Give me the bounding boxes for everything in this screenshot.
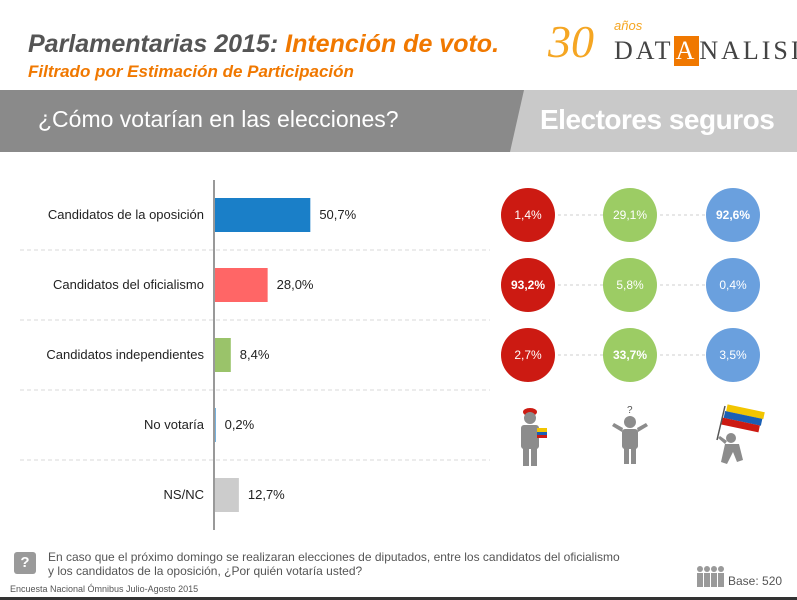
bar-value-label: 12,7%	[248, 487, 285, 502]
bar-value-label: 8,4%	[240, 347, 270, 362]
segment-circle	[603, 328, 657, 382]
segment-value-label: 93,2%	[511, 278, 545, 292]
banner-segment-title: Electores seguros	[540, 104, 775, 135]
bar	[215, 478, 239, 512]
bar-value-label: 50,7%	[319, 207, 356, 222]
bar-value-label: 28,0%	[277, 277, 314, 292]
segment-circle	[501, 328, 555, 382]
bar	[215, 268, 268, 302]
survey-question: En caso que el próximo domingo se realiz…	[48, 550, 620, 578]
datanalisis-logo: 30 años DATANALISIS	[548, 14, 797, 70]
electores-seguros-grid: 1,4% 29,1% 92,6% 93,2% 5,8% 0,4% 2,7% 33,7% 3,5%	[501, 188, 760, 382]
banner-question: ¿Cómo votarían en las elecciones?	[38, 106, 399, 132]
segment-circle	[706, 328, 760, 382]
vote-intention-chart: Candidatos de la oposición 50,7% Candidato…	[20, 180, 765, 530]
segment-circle	[501, 188, 555, 242]
question-mark-icon: ?	[14, 552, 36, 574]
survey-source: Encuesta Nacional Ómnibus Julio-Agosto 2…	[10, 584, 199, 594]
bar	[215, 338, 231, 372]
segment-value-label: 1,4%	[514, 208, 542, 222]
bar-value-label: 0,2%	[225, 417, 255, 432]
segment-value-label: 33,7%	[613, 348, 647, 362]
sample-base: Base: 520	[728, 574, 783, 588]
segment-value-label: 29,1%	[613, 208, 647, 222]
people-group-icon	[697, 566, 724, 587]
category-label: Candidatos del oficialismo	[53, 277, 204, 292]
logo-number: 30	[548, 16, 594, 67]
segment-icons: ?	[521, 404, 765, 466]
segment-value-label: 2,7%	[514, 348, 542, 362]
logo-wordmark: DATANALISIS	[614, 36, 797, 66]
banner-light-band	[510, 90, 797, 152]
segment-circle	[501, 258, 555, 312]
flag-bearer-icon	[716, 404, 765, 464]
segment-value-label: 0,4%	[719, 278, 747, 292]
svg-text:?: ?	[627, 405, 633, 416]
logo-years: años	[614, 18, 643, 33]
segment-circle	[603, 258, 657, 312]
segment-circle	[706, 188, 760, 242]
category-label: No votaría	[144, 417, 205, 432]
segment-circle	[603, 188, 657, 242]
category-label: NS/NC	[164, 487, 204, 502]
category-label: Candidatos independientes	[46, 347, 204, 362]
page-title-accent: Intención de voto.	[285, 30, 500, 58]
section-banner: ¿Cómo votarían en las elecciones? Electo…	[0, 90, 797, 152]
chavista-figure-icon	[521, 408, 547, 466]
bar	[215, 408, 216, 442]
bar-chart: Candidatos de la oposición 50,7% Candidato…	[20, 180, 490, 530]
segment-circle	[706, 258, 760, 312]
doubting-figure-icon: ?	[612, 405, 648, 464]
page-subtitle: Filtrado por Estimación de Participación	[28, 62, 354, 81]
segment-value-label: 3,5%	[719, 348, 747, 362]
page-title: Parlamentarias 2015: Intención de voto.	[28, 30, 500, 58]
bottom-divider	[0, 597, 797, 600]
segment-value-label: 92,6%	[716, 208, 750, 222]
title-block: Parlamentarias 2015: Intención de voto.	[28, 30, 499, 59]
segment-value-label: 5,8%	[616, 278, 644, 292]
bar	[215, 198, 311, 232]
category-label: Candidatos de la oposición	[48, 207, 204, 222]
